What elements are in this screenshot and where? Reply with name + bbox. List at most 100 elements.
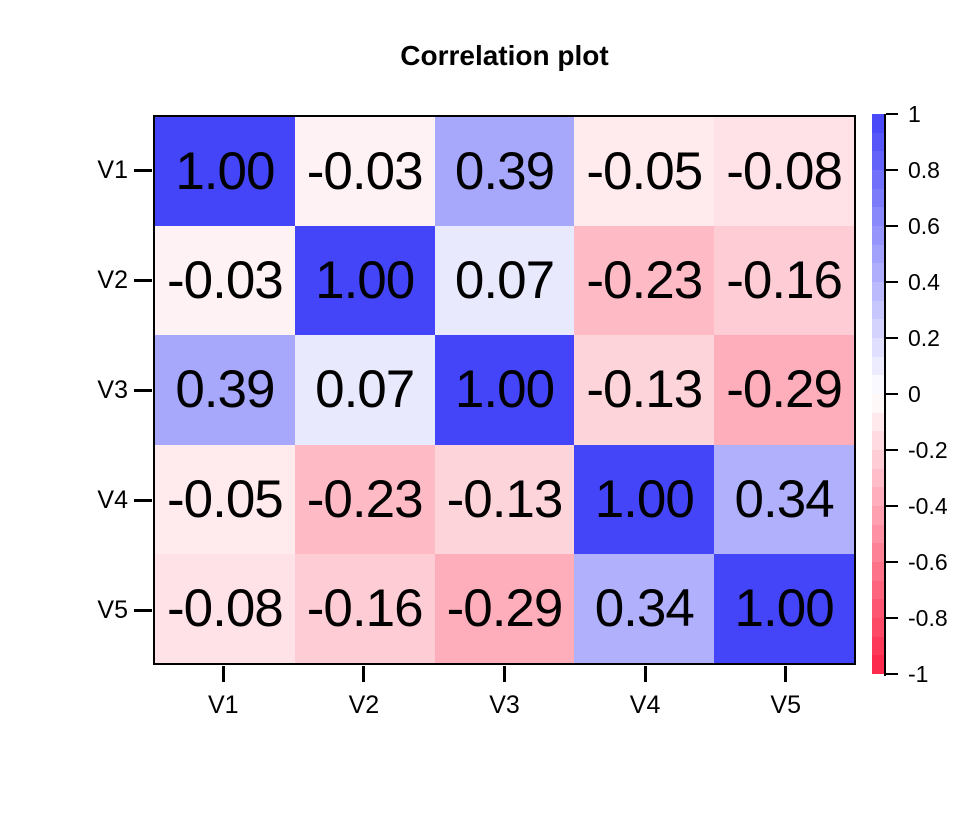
colorbar-tick — [886, 393, 898, 395]
colorbar-band — [872, 655, 884, 675]
cell-V4-V5: 0.34 — [714, 444, 854, 554]
x-axis-label-V4: V4 — [629, 691, 661, 719]
colorbar-band — [872, 506, 884, 525]
colorbar-tick — [886, 505, 898, 507]
colorbar-band — [872, 356, 884, 376]
colorbar-tick-label-0.6: 0.6 — [908, 213, 940, 239]
cell-V5-V5: 1.00 — [714, 553, 854, 663]
y-axis-label-V3: V3 — [97, 376, 128, 404]
cell-V1-V1: 1.00 — [155, 117, 295, 227]
cell-V3-V1: 0.39 — [155, 335, 295, 445]
colorbar-band — [872, 132, 884, 152]
cell-V5-V1: -0.08 — [155, 553, 295, 663]
cell-V5-V4: 0.34 — [574, 553, 715, 663]
y-axis-tick — [134, 498, 152, 502]
colorbar-tick — [886, 225, 898, 227]
x-axis-tick — [503, 666, 506, 682]
cell-V4-V2: -0.23 — [294, 444, 435, 554]
colorbar-axis-line — [884, 114, 886, 676]
y-axis-tick — [134, 278, 152, 282]
cell-V1-V3: 0.39 — [434, 117, 575, 227]
y-axis-label-V5: V5 — [97, 596, 128, 624]
colorbar-band — [872, 226, 884, 245]
cell-V2-V4: -0.23 — [574, 226, 715, 336]
heatmap-grid: 1.00 -0.03 0.39 -0.05 -0.08 -0.03 1.00 0.07 -0.2… — [153, 115, 856, 665]
y-axis-label-V1: V1 — [97, 156, 128, 184]
y-axis-tick — [134, 168, 152, 172]
colorbar-band — [872, 618, 884, 637]
colorbar-band — [872, 244, 884, 264]
colorbar-tick-label--0.2: -0.2 — [908, 437, 948, 463]
cell-V4-V1: -0.05 — [155, 444, 295, 554]
cell-V5-V2: -0.16 — [294, 553, 435, 663]
colorbar-tick-label-0.2: 0.2 — [908, 325, 940, 351]
colorbar-band — [872, 300, 884, 320]
x-axis-label-V5: V5 — [770, 691, 801, 719]
x-axis-label-V1: V1 — [208, 691, 239, 719]
colorbar-tick-label-1: 1 — [908, 101, 921, 127]
colorbar-band — [872, 431, 884, 451]
colorbar-band — [872, 636, 884, 656]
cell-V1-V4: -0.05 — [574, 117, 715, 227]
x-axis-tick — [784, 666, 788, 682]
colorbar-band — [872, 170, 884, 189]
cell-V3-V4: -0.13 — [574, 335, 715, 445]
cell-V3-V3: 1.00 — [434, 335, 575, 445]
x-axis-tick — [362, 666, 366, 682]
cell-V1-V5: -0.08 — [714, 117, 854, 227]
colorbar-tick — [886, 281, 898, 283]
colorbar-band — [872, 263, 884, 283]
cell-V3-V5: -0.29 — [714, 335, 854, 445]
colorbar-tick-label--1: -1 — [908, 661, 929, 687]
colorbar-tick-label--0.4: -0.4 — [908, 493, 948, 519]
colorbar-tick — [886, 337, 898, 339]
colorbar-band — [872, 543, 884, 563]
y-axis-label-V2: V2 — [97, 266, 128, 294]
x-axis-label-V2: V2 — [348, 691, 380, 719]
colorbar-band — [872, 562, 884, 581]
cell-V5-V3: -0.29 — [434, 553, 575, 663]
x-axis-tick — [643, 666, 647, 682]
cell-V2-V5: -0.16 — [714, 226, 854, 336]
colorbar-band — [872, 580, 884, 600]
colorbar — [872, 114, 884, 675]
colorbar-tick-label--0.8: -0.8 — [908, 605, 948, 631]
colorbar-tick-label-0.4: 0.4 — [908, 269, 940, 295]
cell-V2-V2: 1.00 — [294, 226, 435, 336]
colorbar-band — [872, 319, 884, 339]
x-axis-tick — [221, 666, 225, 682]
cell-V1-V2: -0.03 — [294, 117, 435, 227]
colorbar-tick — [886, 169, 898, 171]
colorbar-band — [872, 375, 884, 395]
colorbar-band — [872, 114, 884, 133]
colorbar-band — [872, 468, 884, 488]
colorbar-band — [872, 394, 884, 413]
colorbar-band — [872, 207, 884, 227]
colorbar-tick — [886, 449, 898, 451]
cell-V2-V1: -0.03 — [155, 226, 295, 336]
colorbar-band — [872, 188, 884, 208]
colorbar-tick — [886, 617, 898, 619]
colorbar-band — [872, 282, 884, 301]
colorbar-band — [872, 151, 884, 171]
colorbar-band — [872, 599, 884, 619]
colorbar-band — [872, 524, 884, 544]
y-axis-label-V4: V4 — [97, 486, 128, 514]
colorbar-band — [872, 487, 884, 507]
x-axis-label-V3: V3 — [489, 691, 520, 719]
cell-V2-V3: 0.07 — [434, 226, 575, 336]
colorbar-tick — [886, 673, 898, 675]
y-axis-tick — [134, 388, 152, 392]
y-axis-tick — [134, 608, 152, 612]
cell-V4-V4: 1.00 — [574, 444, 715, 554]
cell-V4-V3: -0.13 — [434, 444, 575, 554]
colorbar-tick-label-0.8: 0.8 — [908, 157, 940, 183]
colorbar-band — [872, 338, 884, 357]
colorbar-band — [872, 450, 884, 469]
colorbar-tick — [886, 113, 898, 115]
colorbar-band — [872, 412, 884, 432]
colorbar-tick — [886, 561, 898, 563]
colorbar-tick-label-0: 0 — [908, 381, 921, 407]
colorbar-tick-label--0.6: -0.6 — [908, 549, 948, 575]
